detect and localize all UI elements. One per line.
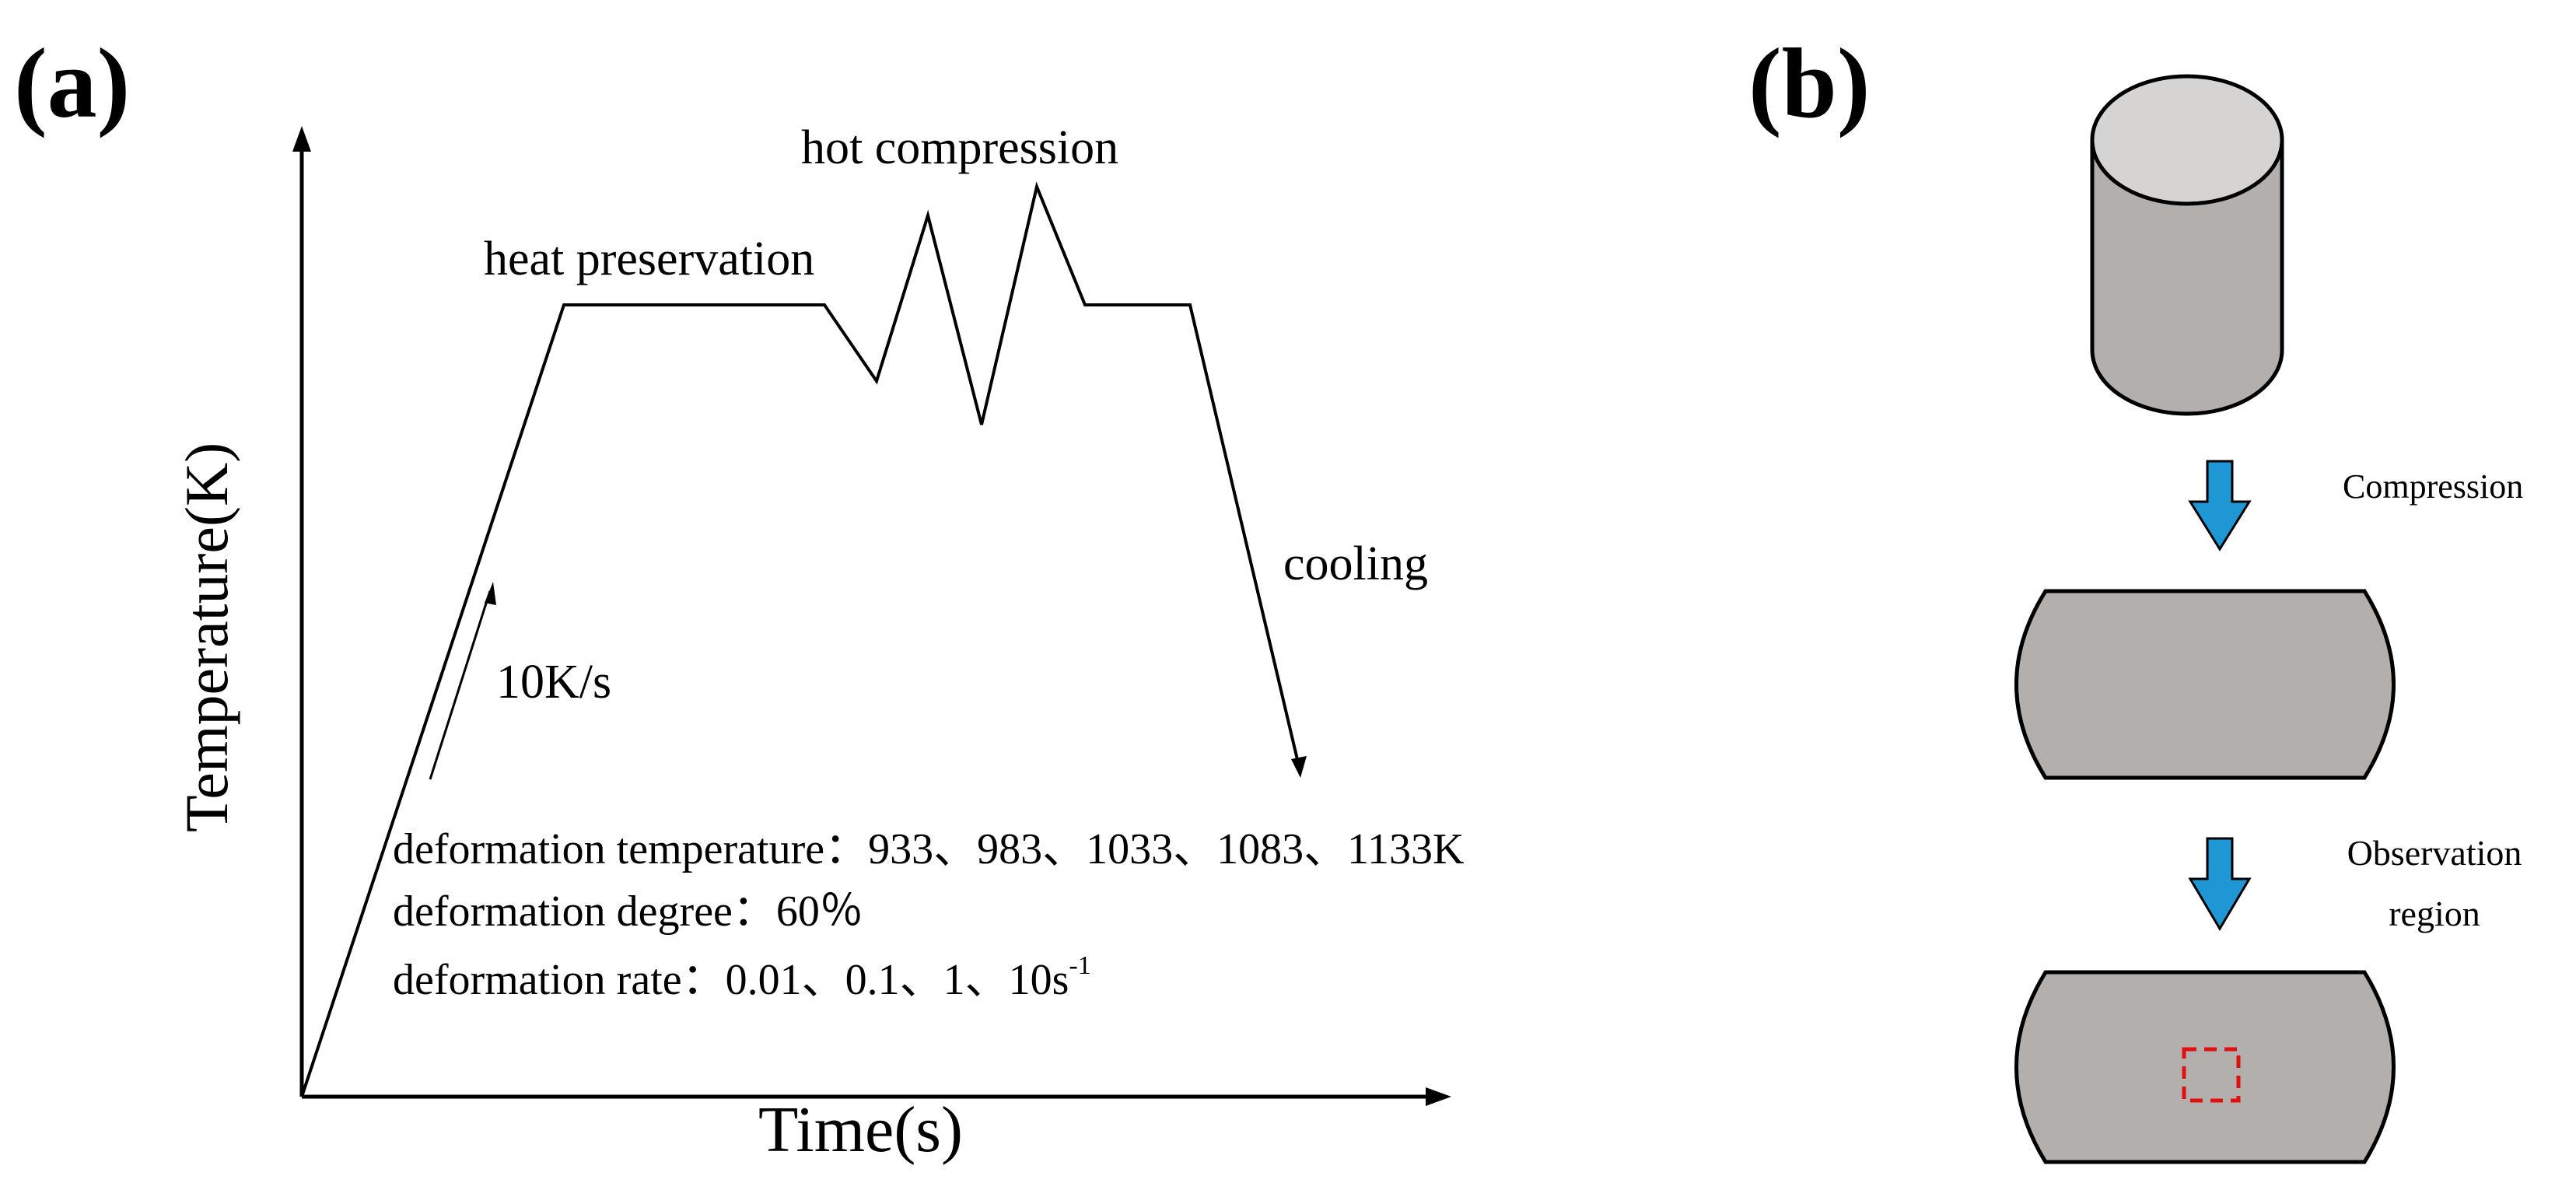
observation-arrow-icon — [2188, 837, 2252, 931]
observation-region-box — [2182, 1047, 2241, 1103]
panel-a: (a) Temperature(K) Time(s) heat preserva… — [14, 28, 1464, 1166]
y-axis-label: Temperature(K) — [173, 443, 240, 832]
deformation-rate-main: deformation rate：0.01、0.1、1、10s — [393, 956, 1069, 1004]
observed-specimen — [2014, 970, 2396, 1164]
x-axis-label: Time(s) — [758, 1094, 963, 1166]
x-axis-arrowhead — [1426, 1087, 1451, 1106]
compression-label: Compression — [2343, 467, 2523, 506]
deformation-rate-text: deformation rate：0.01、0.1、1、10s-1 — [393, 951, 1091, 1004]
y-axis-arrowhead — [292, 126, 311, 152]
temperature-profile-line — [300, 181, 1300, 1097]
hot-compression-label: hot compression — [801, 121, 1118, 174]
observation-label-line2: region — [2389, 894, 2480, 933]
heating-rate-label: 10K/s — [496, 656, 611, 709]
cylinder-body — [2090, 138, 2284, 416]
cylinder-top — [2090, 74, 2284, 206]
cylinder-specimen — [2090, 74, 2284, 416]
heat-preservation-label: heat preservation — [484, 233, 814, 285]
compression-arrow-icon — [2188, 460, 2252, 551]
deformation-temperature-text: deformation temperature：933、983、1033、108… — [393, 825, 1464, 873]
deformation-rate-superscript: -1 — [1069, 951, 1090, 980]
cooling-label: cooling — [1283, 537, 1428, 590]
compressed-specimen — [2014, 589, 2396, 780]
heating-rate-arrow — [429, 590, 492, 780]
observation-label-line1: Observation — [2347, 833, 2522, 873]
heating-rate-arrowhead — [485, 582, 496, 605]
panel-b-label: (b) — [1748, 28, 1870, 138]
panel-b: (b) Compression Observation region — [1748, 28, 2523, 1164]
axes — [292, 126, 1451, 1106]
cooling-arrowhead — [1291, 756, 1307, 778]
panel-a-label: (a) — [14, 28, 130, 138]
deformation-degree-text: deformation degree：60％ — [393, 887, 863, 936]
